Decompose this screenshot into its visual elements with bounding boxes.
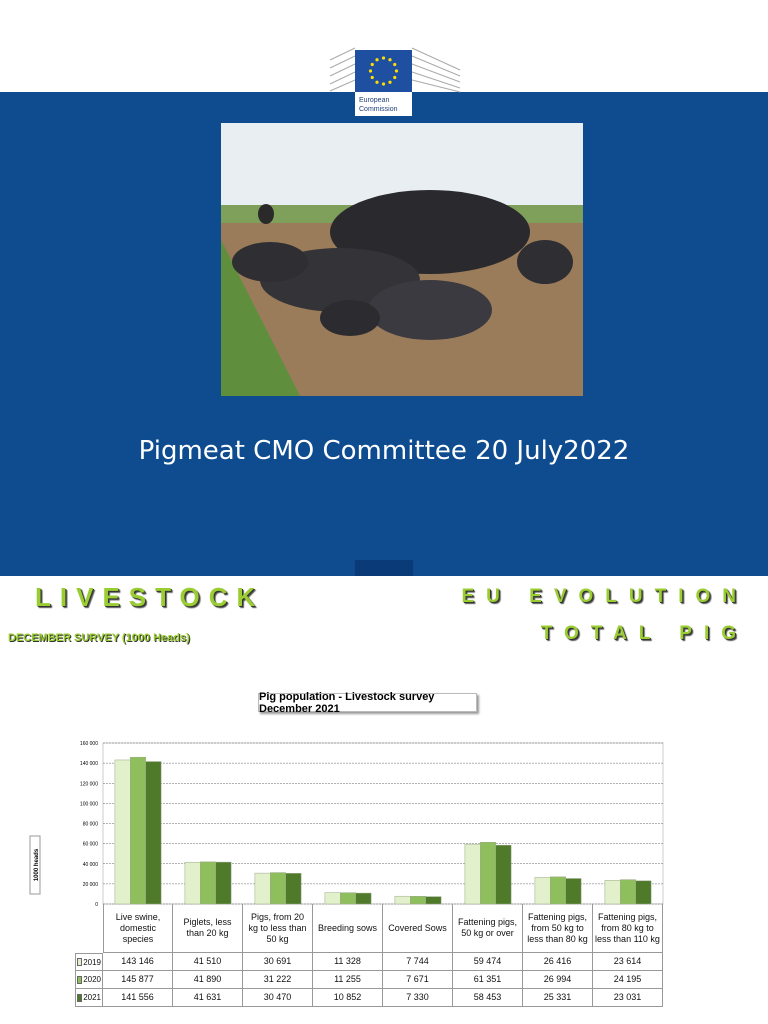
data-label: 26 994 (523, 971, 593, 989)
plot: 1000 heads 0 20 000 40 000 60 000 80 000 100 … (29, 741, 664, 908)
x-tick-label: Covered Sows (383, 904, 453, 953)
bar (285, 873, 302, 905)
data-label: 31 222 (243, 971, 313, 989)
data-label: 141 556 (103, 989, 173, 1007)
x-tick-label: Fattening pigs, from 50 kg to less than … (523, 904, 593, 953)
data-label: 11 255 (313, 971, 383, 989)
bar (270, 872, 286, 905)
bar (534, 877, 551, 905)
y-tick-label: 80 000 (83, 822, 99, 828)
logo: European Commission (329, 47, 461, 116)
bar (410, 896, 426, 905)
y-tick-label: 120 000 (80, 781, 98, 787)
bar (184, 861, 201, 905)
y-tick-label: 60 000 (83, 842, 99, 848)
photo (221, 123, 583, 396)
data-label: 143 146 (103, 953, 173, 971)
bar (200, 861, 216, 905)
data-label: 145 877 (103, 971, 173, 989)
bar (464, 843, 481, 905)
legend-entry: 2019 (75, 953, 103, 971)
y-tick-label: 100 000 (80, 801, 98, 807)
y-tick-label: 20 000 (83, 882, 99, 888)
y-label-box (29, 835, 41, 895)
data-label: 59 474 (453, 953, 523, 971)
legend-swatch (77, 993, 83, 1002)
x-tick-label: Fattening pigs, 50 kg or over (453, 904, 523, 953)
data-label: 58 453 (453, 989, 523, 1007)
bar (130, 756, 146, 905)
y-tick-label: 40 000 (83, 862, 99, 868)
bar (635, 880, 652, 905)
data-label: 30 470 (243, 989, 313, 1007)
y-axis-label: 1000 heads (34, 848, 40, 881)
bar (324, 892, 341, 905)
data-label: 23 614 (593, 953, 663, 971)
data-label: 25 331 (523, 989, 593, 1007)
legend-swatch (77, 975, 83, 984)
legend-label: 2019 (83, 957, 101, 967)
bar (495, 844, 512, 905)
chart: Pig population - Livestock survey Decemb… (0, 576, 768, 1024)
bar (565, 878, 582, 905)
bar (620, 879, 636, 905)
legend-entry: 2020 (75, 971, 103, 989)
x-tick-label: Live swine, domestic species (103, 904, 173, 953)
legend-entry: 2021 (75, 989, 103, 1007)
bar (604, 879, 621, 905)
legend-swatch (77, 958, 83, 966)
data-label: 26 416 (523, 953, 593, 971)
bar (550, 876, 566, 905)
legend-label: 2021 (83, 993, 101, 1002)
data-label: 11 328 (313, 953, 383, 971)
bar (254, 872, 271, 905)
x-tick-label: Fattening pigs, from 80 kg to less than … (593, 904, 663, 953)
bar (394, 895, 411, 905)
x-tick-label: Piglets, less than 20 kg (173, 904, 243, 953)
data-label: 7 744 (383, 953, 453, 971)
data-label: 23 031 (593, 989, 663, 1007)
bar (215, 861, 232, 905)
data-label: 7 671 (383, 971, 453, 989)
x-tick-label: Breeding sows (313, 904, 383, 953)
right-heading: EU EVOLUTION (461, 586, 748, 607)
chart-title: Pig population - Livestock survey Decemb… (258, 691, 477, 715)
bar (145, 761, 162, 905)
y-tick-label: 160 000 (80, 741, 98, 747)
slide-subheading: DECEMBER SURVEY (1000 Heads) (8, 632, 190, 644)
data-label: 61 351 (453, 971, 523, 989)
legend-label: 2020 (83, 975, 101, 984)
data-label: 24 195 (593, 971, 663, 989)
data-label: 10 852 (313, 989, 383, 1007)
title-graphics: European Commission (221, 47, 583, 576)
bar (340, 892, 356, 905)
data-label: 30 691 (243, 953, 313, 971)
bar (425, 896, 442, 905)
y-tick-label: 140 000 (80, 761, 98, 767)
logo-text: Commission (359, 106, 398, 113)
slide-title: Pigmeat CMO Committee 20 July2022 (138, 436, 630, 466)
bar (480, 842, 496, 905)
data-label: 7 330 (383, 989, 453, 1007)
slide-heading: LIVESTOCK (35, 582, 265, 612)
data-label: 41 890 (173, 971, 243, 989)
logo-text: European (359, 97, 389, 104)
right-heading: TOTAL PIG (540, 623, 748, 644)
data-label: 41 631 (173, 989, 243, 1007)
data-label: 41 510 (173, 953, 243, 971)
bar (355, 892, 372, 905)
x-tick-label: Pigs, from 20 kg to less than 50 kg (243, 904, 313, 953)
bar (114, 759, 131, 905)
y-tick-label: 0 (95, 902, 98, 908)
